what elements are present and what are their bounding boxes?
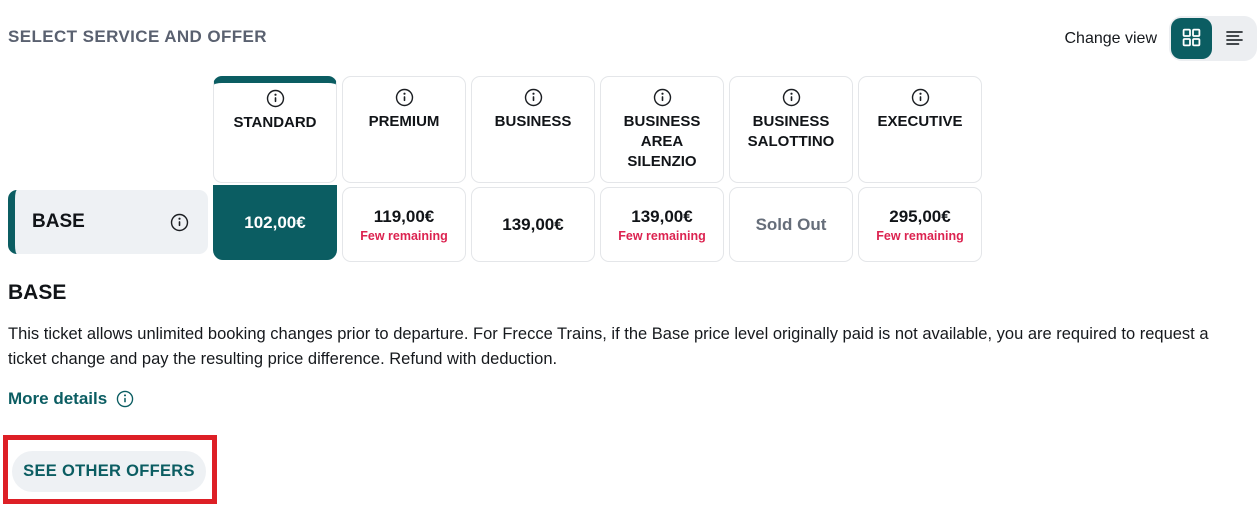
list-view-icon: [1224, 27, 1245, 51]
service-column-business[interactable]: BUSINESS: [471, 76, 595, 183]
grid-view-icon: [1181, 27, 1202, 51]
price-value: 119,00€: [373, 206, 435, 226]
service-column-premium[interactable]: PREMIUM: [342, 76, 466, 183]
info-icon[interactable]: [170, 213, 189, 232]
offer-description: This ticket allows unlimited booking cha…: [8, 325, 1209, 368]
availability-note: Few remaining: [618, 228, 706, 243]
service-name: EXECUTIVE: [877, 113, 963, 130]
more-details-link[interactable]: More details: [8, 389, 134, 409]
info-icon[interactable]: [911, 88, 930, 107]
service-name: STANDARD: [233, 114, 317, 131]
more-details-label: More details: [8, 389, 108, 408]
price-cell-executive[interactable]: 295,00€ Few remaining: [858, 187, 982, 262]
list-view-button[interactable]: [1214, 18, 1255, 59]
info-icon: [116, 390, 134, 408]
price-value: 295,00€: [889, 206, 951, 226]
view-toggle: [1169, 16, 1257, 61]
price-value: 102,00€: [244, 212, 306, 232]
service-name: BUSINESS: [494, 113, 572, 130]
offer-details-heading: BASE: [8, 281, 67, 304]
annotation-highlight-box: [3, 435, 217, 504]
price-cell-standard[interactable]: 102,00€: [213, 185, 337, 260]
change-view-label: Change view: [1064, 29, 1158, 47]
price-value: 139,00€: [631, 206, 693, 226]
price-value: 139,00€: [502, 214, 564, 234]
availability-note: Few remaining: [876, 228, 964, 243]
availability-note: Few remaining: [360, 228, 448, 243]
service-name: BUSINESS SALOTTINO: [747, 113, 835, 150]
price-cell-premium[interactable]: 119,00€ Few remaining: [342, 187, 466, 262]
grid-view-button[interactable]: [1171, 18, 1212, 59]
info-icon[interactable]: [524, 88, 543, 107]
info-icon[interactable]: [266, 89, 285, 108]
service-name: BUSINESS AREA SILENZIO: [623, 113, 701, 170]
price-cell-business[interactable]: 139,00€: [471, 187, 595, 262]
view-switcher: Change view: [1064, 16, 1257, 61]
info-icon[interactable]: [653, 88, 672, 107]
price-cell-business-salottino: Sold Out: [729, 187, 853, 262]
service-column-business-area-silenzio[interactable]: BUSINESS AREA SILENZIO: [600, 76, 724, 183]
service-column-standard[interactable]: STANDARD: [213, 76, 337, 183]
offer-label: BASE: [32, 211, 85, 232]
service-column-executive[interactable]: EXECUTIVE: [858, 76, 982, 183]
info-icon[interactable]: [395, 88, 414, 107]
service-name: PREMIUM: [368, 113, 440, 130]
price-row: 102,00€ 119,00€ Few remaining 139,00€ 13…: [213, 185, 982, 262]
service-column-business-salottino[interactable]: BUSINESS SALOTTINO: [729, 76, 853, 183]
page-title: SELECT SERVICE AND OFFER: [8, 27, 267, 46]
info-icon[interactable]: [782, 88, 801, 107]
see-other-offers-button[interactable]: SEE OTHER OFFERS: [12, 451, 206, 492]
price-cell-business-area-silenzio[interactable]: 139,00€ Few remaining: [600, 187, 724, 262]
sold-out-label: Sold Out: [755, 214, 827, 234]
offer-row-label-base: BASE: [8, 190, 208, 254]
service-header-row: STANDARD PREMIUM BUSINESS BUSINESS AREA …: [213, 76, 982, 183]
